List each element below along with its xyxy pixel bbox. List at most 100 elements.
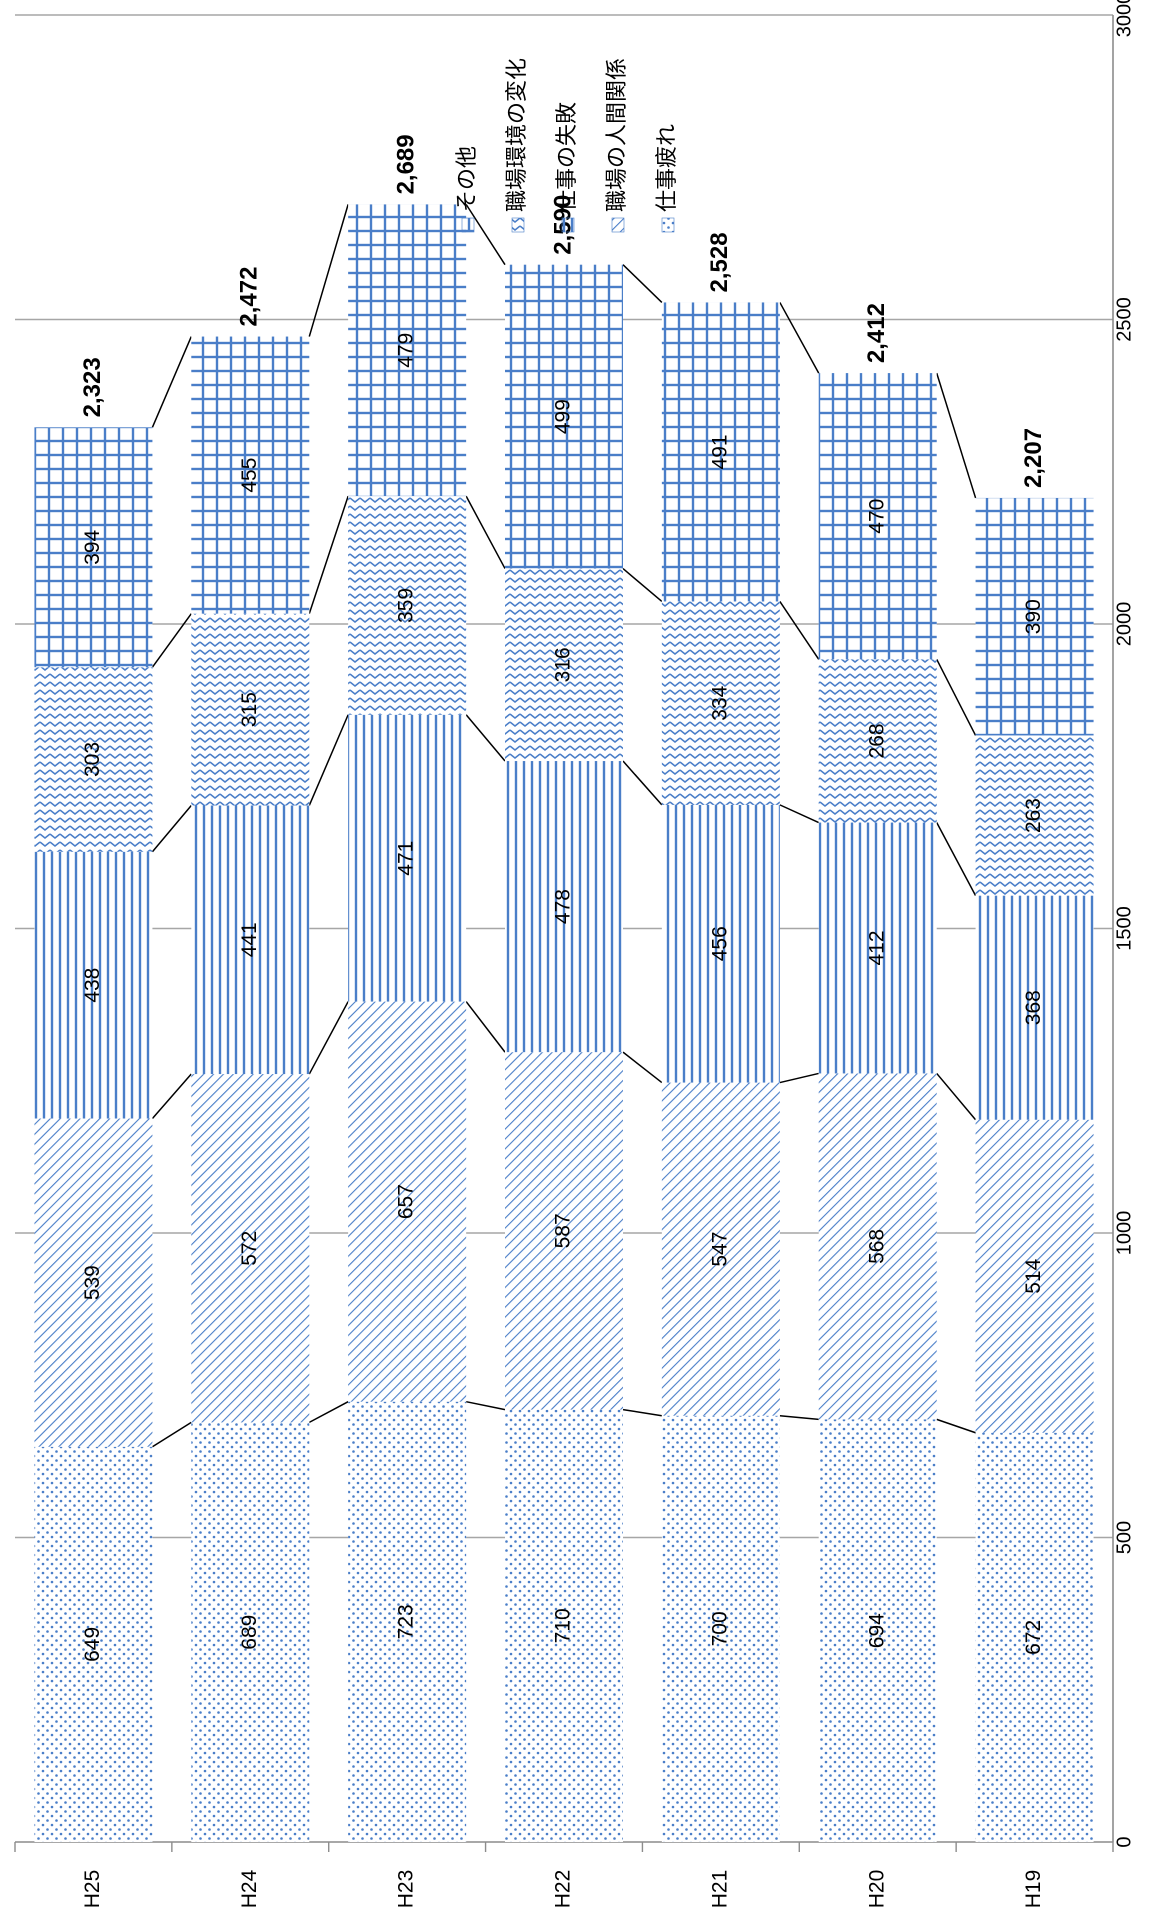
series-line-その他 [779,302,820,374]
legend-label-職場の人間関係: 職場の人間関係 [604,58,629,212]
data-label-仕事疲れ-H20: 694 [865,1613,888,1648]
series-line-職場の人間関係 [308,1001,349,1075]
series-line-その他 [465,203,506,266]
series-line-仕事の失敗 [936,822,977,896]
category-label-H21: H21 [708,1870,731,1909]
value-tick-3000: 3000 [1113,0,1135,37]
series-line-仕事疲れ [622,1408,662,1417]
data-label-その他-H21: 491 [708,434,731,469]
series-line-仕事疲れ [936,1418,976,1434]
data-label-仕事の失敗-H19: 368 [1022,990,1045,1025]
series-line-仕事疲れ [152,1421,192,1448]
bar-職場の人間関係-H22 [505,1052,623,1410]
series-line-仕事の失敗 [465,714,506,762]
data-label-職場環境の変化-H22: 316 [552,647,575,682]
bar-仕事疲れ-H23 [348,1401,467,1842]
series-line-その他 [622,264,663,303]
data-label-職場の人間関係-H21: 547 [708,1232,731,1267]
series-line-仕事疲れ [465,1400,506,1411]
bar-仕事の失敗-H25 [34,851,153,1119]
legend-swatch-仕事の失敗 [561,217,575,233]
bar-その他-H19 [975,497,1094,736]
bar-仕事疲れ-H19 [975,1432,1094,1842]
data-label-職場の人間関係-H19: 514 [1022,1258,1045,1293]
bar-仕事疲れ-H25 [34,1446,153,1842]
legend-label-その他: その他 [454,146,479,212]
value-tick-1000: 1000 [1113,1211,1135,1256]
bar-仕事疲れ-H20 [818,1419,937,1842]
data-label-仕事疲れ-H24: 689 [238,1615,261,1650]
data-label-その他-H25: 394 [81,529,104,564]
category-label-H20: H20 [865,1870,888,1909]
series-line-仕事の失敗 [622,760,663,806]
bar-職場の人間関係-H21 [661,1082,780,1416]
legend-label-仕事の失敗: 仕事の失敗 [554,102,579,212]
bar-仕事疲れ-H22 [505,1409,623,1842]
total-label-H23: 2,689 [392,134,419,194]
series-line-職場の人間関係 [151,1073,192,1120]
data-label-その他-H19: 390 [1022,599,1045,634]
series-line-職場環境の変化 [151,613,192,668]
series-line-職場環境の変化 [622,568,663,603]
value-tick-2000: 2000 [1113,602,1135,647]
bar-仕事の失敗-H23 [348,714,467,1002]
bar-職場の人間関係-H19 [975,1119,1094,1433]
series-line-職場環境の変化 [779,601,820,660]
series-line-職場の人間関係 [779,1072,819,1084]
series-line-職場の人間関係 [622,1051,663,1084]
total-label-H25: 2,323 [79,357,106,417]
bar-仕事の失敗-H19 [975,895,1094,1120]
data-label-職場の人間関係-H23: 657 [395,1184,418,1219]
data-label-職場の人間関係-H20: 568 [865,1229,888,1264]
value-tick-2500: 2500 [1113,297,1135,342]
series-line-職場の人間関係 [465,1001,506,1053]
data-label-仕事疲れ-H25: 649 [81,1627,104,1662]
category-label-H23: H23 [395,1870,418,1909]
value-tick-500: 500 [1113,1521,1135,1554]
legend-swatch-職場環境の変化 [511,217,525,233]
legend-swatch-職場の人間関係 [611,217,625,233]
series-line-職場環境の変化 [936,658,977,736]
bar-仕事の失敗-H20 [818,822,937,1074]
data-label-仕事の失敗-H23: 471 [395,841,418,876]
bar-その他-H21 [661,302,780,602]
bar-その他-H23 [348,204,467,497]
category-label-H25: H25 [81,1870,104,1909]
data-label-その他-H24: 455 [238,458,261,493]
series-line-その他 [308,204,349,337]
data-label-仕事の失敗-H22: 478 [552,889,575,924]
total-label-H19: 2,207 [1020,428,1047,488]
series-line-仕事疲れ [308,1401,349,1424]
series-line-仕事の失敗 [779,804,820,824]
bar-職場環境の変化-H25 [34,667,153,852]
bar-仕事疲れ-H24 [191,1422,310,1842]
data-label-仕事疲れ-H19: 672 [1022,1620,1045,1655]
series-line-仕事の失敗 [151,804,192,853]
data-label-仕事の失敗-H25: 438 [81,968,104,1003]
data-label-その他-H22: 499 [552,399,575,434]
series-line-仕事疲れ [779,1414,819,1421]
series-line-仕事の失敗 [308,714,349,806]
bar-その他-H24 [191,336,310,614]
category-label-H22: H22 [552,1870,575,1909]
data-label-仕事疲れ-H23: 723 [395,1604,418,1639]
series-line-職場環境の変化 [308,495,349,614]
data-label-仕事の失敗-H20: 412 [865,930,888,965]
bar-職場の人間関係-H20 [818,1073,937,1420]
legend-swatch-仕事疲れ [661,217,675,233]
legend-label-職場環境の変化: 職場環境の変化 [504,58,529,212]
total-label-H21: 2,528 [706,232,733,292]
category-label-H24: H24 [238,1869,261,1908]
data-label-職場環境の変化-H19: 263 [1022,798,1045,833]
category-label-H19: H19 [1022,1870,1045,1909]
data-label-仕事疲れ-H22: 710 [552,1608,575,1643]
bar-その他-H20 [818,373,937,660]
bar-仕事の失敗-H21 [661,804,780,1083]
data-label-職場の人間関係-H25: 539 [81,1265,104,1300]
series-line-職場の人間関係 [936,1072,977,1121]
value-tick-0: 0 [1113,1836,1135,1847]
series-line-その他 [151,336,192,428]
data-label-職場環境の変化-H25: 303 [81,742,104,777]
bar-職場の人間関係-H25 [34,1118,153,1447]
bar-その他-H22 [505,264,623,569]
